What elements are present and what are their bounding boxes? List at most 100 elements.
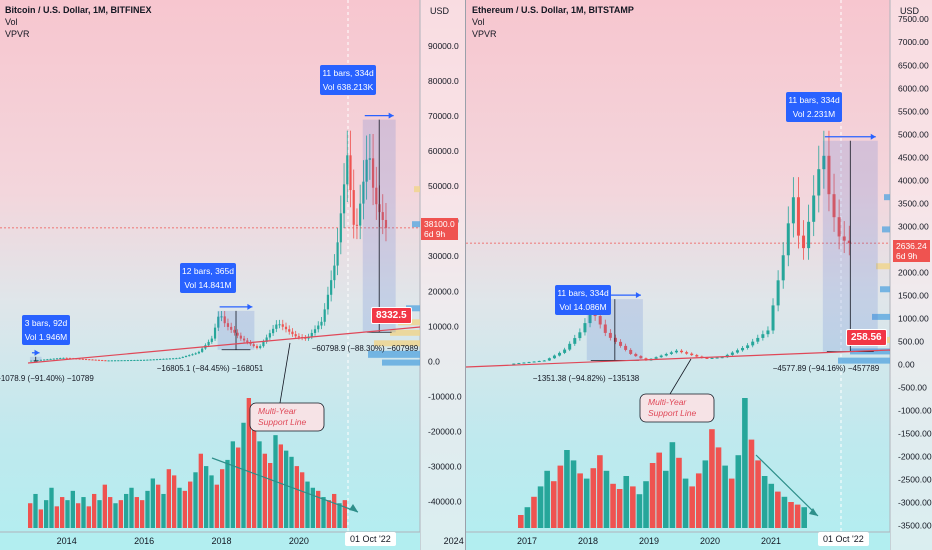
y-tick-label: 20000.0	[428, 286, 459, 296]
y-tick-label: 1500.00	[898, 290, 929, 300]
measure-bars-label: 11 bars, 334d	[788, 95, 840, 105]
time-axis-panel	[466, 532, 890, 550]
btc-legend: Bitcoin / U.S. Dollar, 1M, BITFINEX Vol …	[5, 4, 152, 40]
time-axis-panel	[0, 532, 420, 550]
eth-title[interactable]: Ethereum / U.S. Dollar, 1M, BITSTAMP	[472, 5, 634, 15]
candle-body	[294, 334, 297, 337]
volume-bar	[230, 441, 235, 528]
candle-body	[88, 359, 91, 361]
volume-bar	[564, 450, 570, 528]
volume-bar	[663, 470, 669, 528]
axis-unit-label: USD	[430, 6, 450, 16]
candle-body	[822, 155, 826, 170]
y-tick-label: 10000.0	[428, 321, 459, 331]
candle-body	[126, 360, 130, 362]
y-tick-label: 6000.00	[898, 83, 929, 93]
candle-body	[342, 184, 346, 214]
drawdown-label: −1351.38 (−94.82%) −135138	[533, 374, 640, 383]
btc-vol-indicator[interactable]: Vol	[5, 17, 18, 27]
volume-bar	[92, 493, 97, 528]
btc-title[interactable]: Bitcoin / U.S. Dollar, 1M, BITFINEX	[5, 5, 152, 15]
measure-label-box	[180, 263, 236, 293]
candle-body	[207, 341, 210, 346]
candle-body	[91, 359, 94, 361]
volume-bar	[321, 497, 326, 528]
candle-body	[120, 360, 123, 362]
drawdown-label: −4577.89 (−94.16%) −457789	[773, 364, 880, 373]
eth-vol-indicator[interactable]: Vol	[472, 17, 485, 27]
volume-bar	[65, 500, 70, 528]
x-tick-label: 2020	[700, 536, 720, 546]
volume-bar	[702, 460, 709, 528]
candle-body	[278, 324, 281, 326]
volume-bar	[284, 450, 289, 528]
volume-bar	[557, 465, 564, 528]
x-tick-label: 2021	[761, 536, 781, 546]
vpvr-bar	[374, 340, 420, 347]
eth-support-price-callout: 258.56	[846, 329, 887, 346]
candle-body	[223, 316, 226, 324]
volume-bar	[60, 497, 65, 528]
y-tick-label: 80000.0	[428, 76, 459, 86]
volume-bar	[577, 473, 583, 528]
volume-bar	[531, 496, 537, 528]
candle-body	[320, 321, 323, 326]
candle-body	[201, 348, 204, 352]
eth-vpvr-indicator[interactable]: VPVR	[472, 29, 497, 39]
candle-body	[568, 343, 572, 350]
candle-body	[756, 337, 760, 342]
x-tick-label: 2019	[639, 536, 659, 546]
volume-bar	[209, 475, 214, 528]
btc-vpvr-indicator[interactable]: VPVR	[5, 29, 30, 39]
volume-bar	[755, 460, 761, 528]
measure-vol-label: Vol 14.086M	[559, 302, 606, 312]
candle-body	[680, 350, 684, 353]
y-tick-label: -2500.00	[898, 475, 932, 485]
volume-bar	[246, 398, 251, 528]
candle-body	[139, 359, 142, 361]
candle-body	[117, 360, 120, 362]
volume-bar	[193, 472, 198, 528]
volume-bar	[44, 500, 49, 528]
volume-bar	[342, 500, 347, 528]
volume-trend-arrow-head	[809, 508, 818, 516]
volume-bar	[102, 484, 107, 528]
volume-bar	[182, 490, 187, 528]
y-tick-label: -1000.00	[898, 406, 932, 416]
candle-body	[239, 335, 242, 339]
candle-body	[317, 325, 320, 330]
volume-bar	[150, 478, 155, 528]
measure-vol-label: Vol 14.841M	[184, 280, 231, 290]
volume-bar	[518, 515, 524, 528]
candle-body	[210, 338, 213, 342]
volume-bar	[257, 441, 262, 528]
candle-body	[165, 358, 168, 360]
volume-bar	[630, 486, 636, 528]
measure-bars-label: 11 bars, 334d	[557, 288, 609, 298]
candle-body	[259, 346, 262, 348]
candle-body	[39, 359, 42, 361]
x-tick-label: 2014	[57, 536, 77, 546]
y-tick-label: -1500.00	[898, 429, 932, 439]
candle-body	[136, 359, 139, 361]
volume-bar	[97, 500, 102, 528]
candle-body	[766, 330, 770, 335]
candle-body	[781, 255, 785, 281]
candle-body	[639, 356, 643, 359]
volume-bar	[748, 439, 755, 528]
y-tick-label: -20000.0	[428, 426, 462, 436]
y-tick-label: 4000.00	[898, 175, 929, 185]
measure-arrow-head	[635, 292, 641, 299]
volume-bar	[54, 506, 59, 528]
candle-body	[720, 357, 724, 359]
candle-body	[365, 159, 368, 182]
annotation-line-1: Multi-Year	[258, 406, 297, 416]
candle-body	[242, 338, 246, 341]
candle-body	[213, 327, 217, 339]
volume-bar	[603, 470, 610, 528]
volume-bar	[332, 493, 337, 528]
eth-legend: Ethereum / U.S. Dollar, 1M, BITSTAMP Vol…	[472, 4, 634, 40]
candle-body	[359, 203, 362, 226]
btc-chart[interactable]: USD90000.080000.070000.060000.050000.040…	[0, 0, 466, 550]
